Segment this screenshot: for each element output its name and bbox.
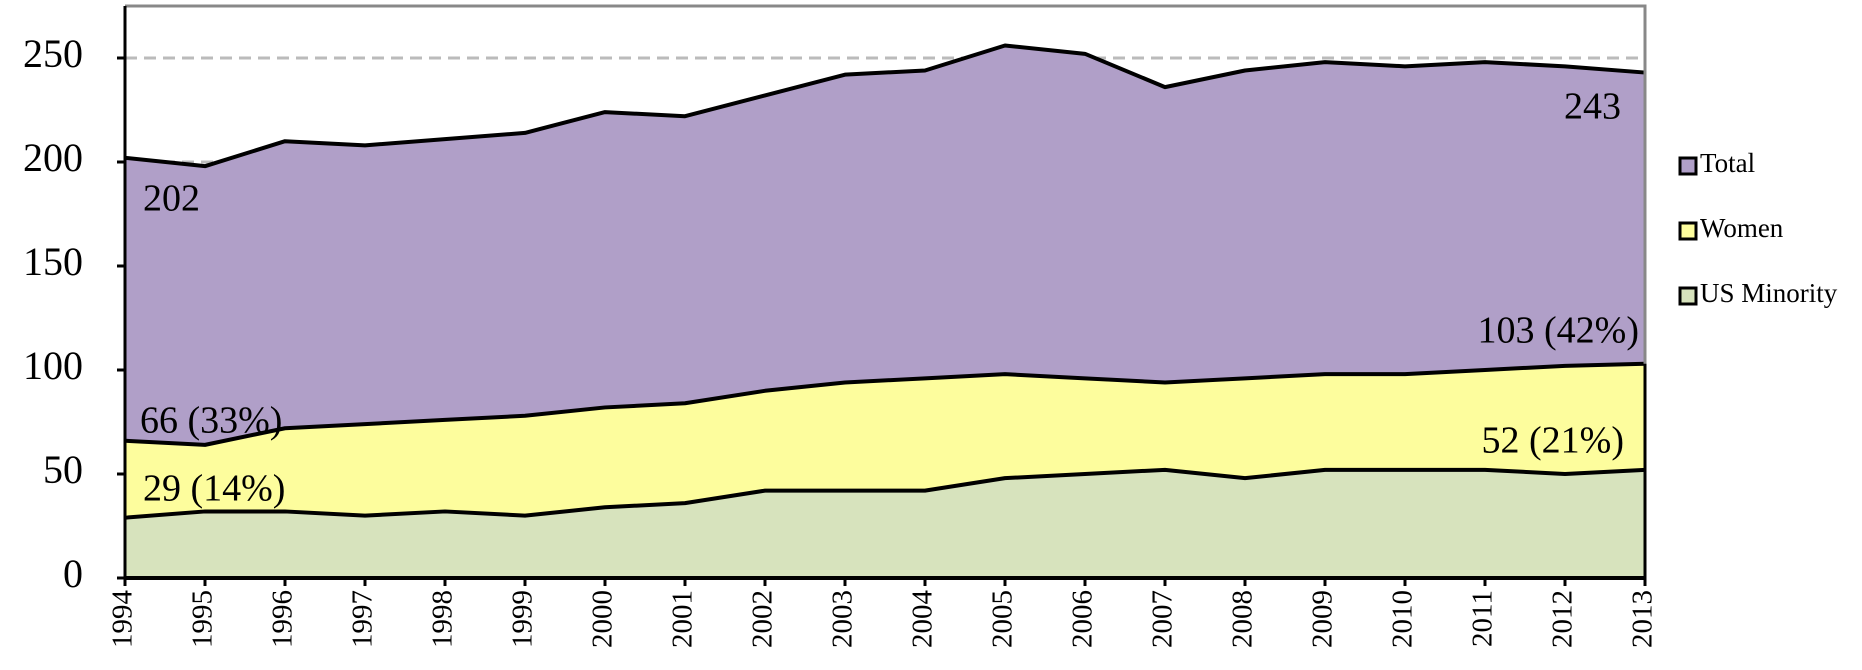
area-line — [124, 467, 1646, 520]
legend-swatch — [1678, 156, 1698, 176]
x-tick-label: 2009 — [1307, 590, 1339, 648]
y-tick-label: 50 — [43, 447, 83, 492]
annotation: 52 (21%) — [1482, 420, 1624, 462]
y-tick-label: 0 — [63, 551, 83, 596]
area-line — [124, 361, 1646, 447]
x-tick-label: 2012 — [1547, 590, 1579, 648]
x-tick-label: 1997 — [347, 590, 379, 648]
legend-label: US Minority — [1700, 278, 1838, 308]
x-tick-label: 2010 — [1387, 590, 1419, 648]
legend-label: Total — [1700, 148, 1755, 178]
y-tick-label: 200 — [23, 135, 83, 180]
area-line — [124, 43, 1646, 169]
annotation: 66 (33%) — [140, 400, 282, 442]
annotation: 29 (14%) — [143, 468, 285, 510]
x-tick-label: 2005 — [987, 590, 1019, 648]
x-tick-label: 2003 — [827, 590, 859, 648]
x-tick-label: 1995 — [187, 590, 219, 648]
x-tick-label: 1996 — [267, 590, 299, 648]
y-tick-label: 150 — [23, 239, 83, 284]
x-tick-label: 2006 — [1067, 590, 1099, 648]
legend-swatch — [1678, 286, 1698, 306]
x-tick-label: 1994 — [107, 590, 139, 649]
x-tick-label: 2007 — [1147, 590, 1179, 648]
x-tick-label: 2001 — [667, 590, 699, 648]
y-tick-label: 100 — [23, 343, 83, 388]
annotation: 103 (42%) — [1478, 310, 1639, 352]
x-tick-label: 1999 — [507, 590, 539, 648]
x-tick-label: 2008 — [1227, 590, 1259, 648]
annotation: 243 — [1564, 86, 1621, 128]
x-tick-label: 2004 — [907, 590, 939, 649]
legend-swatch — [1678, 221, 1698, 241]
y-tick-label: 250 — [23, 31, 83, 76]
area — [125, 469, 1645, 578]
annotation: 202 — [143, 178, 200, 220]
x-tick-label: 2002 — [747, 590, 779, 648]
x-tick-label: 1998 — [427, 590, 459, 648]
x-tick-label: 2000 — [587, 590, 619, 648]
legend-label: Women — [1700, 213, 1784, 243]
x-tick-label: 2011 — [1467, 590, 1499, 647]
x-tick-label: 2013 — [1627, 590, 1659, 648]
